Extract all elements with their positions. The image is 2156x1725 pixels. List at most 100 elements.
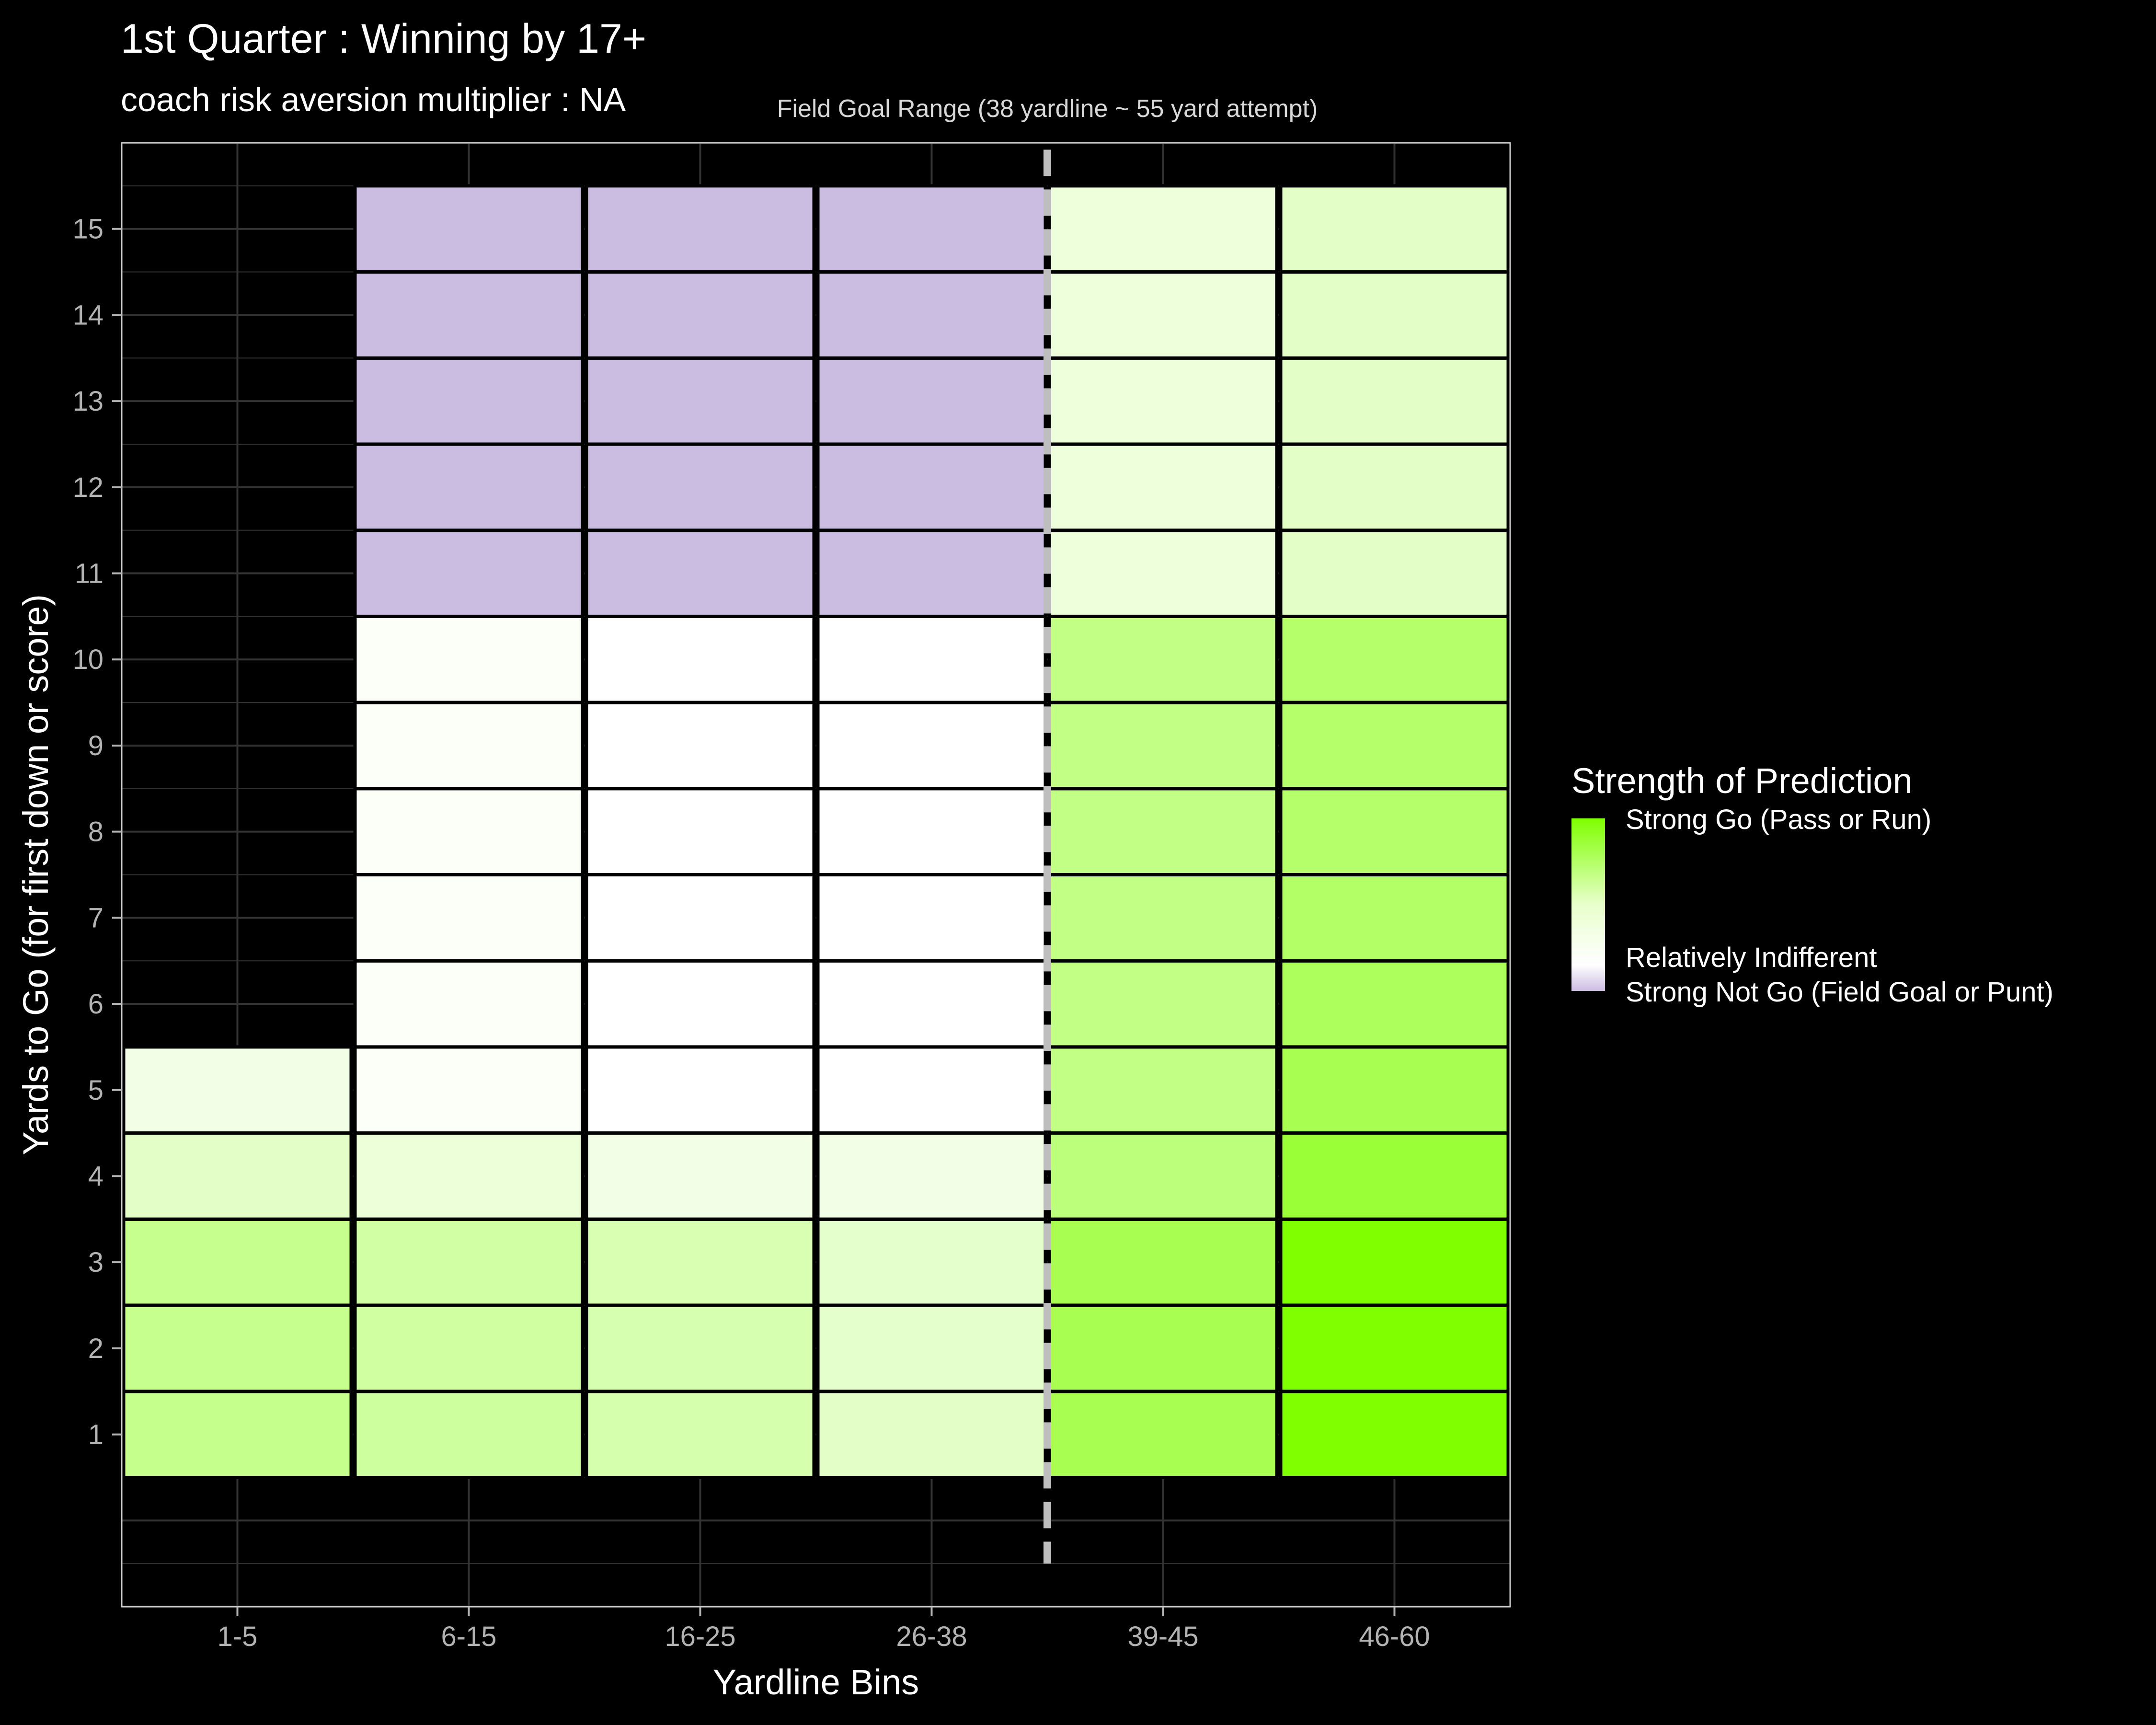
y-tick-label: 4 (88, 1161, 103, 1192)
legend: Strength of Prediction Strong Go (Pass o… (1571, 761, 2053, 1008)
heatmap-cell (816, 356, 1047, 446)
heatmap-cell (585, 1217, 816, 1307)
y-tick-label: 7 (88, 902, 103, 933)
heatmap-cell (353, 959, 585, 1049)
x-axis-title: Yardline Bins (713, 1662, 919, 1702)
heatmap-cell (816, 1131, 1047, 1221)
heatmap-cell (353, 442, 585, 532)
heatmap-cell (1279, 614, 1510, 704)
heatmap-cell (1279, 1131, 1510, 1221)
heatmap-cell (1047, 1045, 1279, 1135)
heatmap-cell (1047, 270, 1279, 360)
heatmap-cell (816, 1217, 1047, 1307)
heatmap-cell (1047, 356, 1279, 446)
heatmap-cell (353, 1045, 585, 1135)
heatmap-cell (1279, 184, 1510, 274)
heatmap-cell (1279, 959, 1510, 1049)
legend-label-indifferent: Relatively Indifferent (1626, 942, 1877, 973)
heatmap-cell (353, 701, 585, 791)
heatmap-cell (816, 184, 1047, 274)
heatmap-cell (816, 529, 1047, 618)
heatmap-cell (353, 614, 585, 704)
heatmap-cell (816, 1303, 1047, 1393)
y-tick-label: 12 (72, 472, 103, 503)
chart-title: 1st Quarter : Winning by 17+ (121, 16, 646, 62)
heatmap-cell (353, 270, 585, 360)
heatmap-cell (585, 873, 816, 963)
field-goal-range-label: Field Goal Range (38 yardline ~ 55 yard … (777, 95, 1318, 123)
legend-colorbar (1571, 818, 1605, 991)
heatmap-cell (816, 442, 1047, 532)
x-tick-label: 16-25 (665, 1621, 735, 1652)
heatmap-cell (816, 873, 1047, 963)
heatmap-cell (353, 1131, 585, 1221)
heatmap-cell (585, 1131, 816, 1221)
heatmap-cell (585, 270, 816, 360)
panel-border (121, 142, 1511, 1608)
heatmap-cell (816, 270, 1047, 360)
field-goal-annotation: Field Goal Range (38 yardline ~ 55 yard … (777, 95, 1318, 1564)
y-tick-label: 5 (88, 1075, 103, 1106)
x-tick-label: 6-15 (441, 1621, 496, 1652)
heatmap-cell (1279, 529, 1510, 618)
legend-title: Strength of Prediction (1571, 761, 1913, 801)
y-tick-label: 9 (88, 730, 103, 761)
heatmap-cell (1279, 701, 1510, 791)
heatmap-cell (1047, 529, 1279, 618)
x-tick-label: 26-38 (896, 1621, 967, 1652)
y-tick-label: 13 (72, 386, 103, 417)
heatmap-cell (353, 1217, 585, 1307)
y-tick-label: 6 (88, 989, 103, 1020)
heatmap-cell (1047, 701, 1279, 791)
heatmap-cell (1047, 787, 1279, 876)
legend-label-strong-go: Strong Go (Pass or Run) (1626, 804, 1931, 835)
heatmap-cell (353, 873, 585, 963)
heatmap-cell (816, 1045, 1047, 1135)
heatmap-cell (1047, 1303, 1279, 1393)
heatmap-cell (353, 184, 585, 274)
heatmap-cell (353, 529, 585, 618)
heatmap-cell (353, 356, 585, 446)
y-tick-label: 14 (72, 299, 103, 331)
heatmap-cell (1279, 1390, 1510, 1479)
x-tick-label: 1-5 (218, 1621, 258, 1652)
heatmap-cell (816, 701, 1047, 791)
heatmap-cell (122, 1390, 353, 1479)
heatmap-cell (122, 1131, 353, 1221)
heatmap-cell (1279, 1045, 1510, 1135)
heatmap-cell (1047, 873, 1279, 963)
y-axis-title: Yards to Go (for first down or score) (16, 594, 56, 1155)
heatmap-cell (585, 442, 816, 532)
heatmap-cell (1047, 959, 1279, 1049)
heatmap-cell (1279, 442, 1510, 532)
heatmap-cell (1047, 1390, 1279, 1479)
heatmap-cell (122, 1303, 353, 1393)
heatmap-cell (585, 1045, 816, 1135)
heatmap-cell (1279, 873, 1510, 963)
heatmap-cell (1279, 270, 1510, 360)
x-tick-label: 39-45 (1127, 1621, 1198, 1652)
y-tick-label: 2 (88, 1333, 103, 1364)
legend-label-strong-not-go: Strong Not Go (Field Goal or Punt) (1626, 977, 2053, 1008)
heatmap-cell (585, 959, 816, 1049)
y-tick-label: 10 (72, 644, 103, 675)
heatmap-cell (122, 1045, 353, 1135)
heatmap-cell (585, 356, 816, 446)
heatmap-cell (353, 1303, 585, 1393)
heatmap-cell (585, 1390, 816, 1479)
heatmap-cell (816, 1390, 1047, 1479)
heatmap-cell (816, 959, 1047, 1049)
heatmap-cell (585, 614, 816, 704)
heatmap-cell (1279, 356, 1510, 446)
x-tick-label: 46-60 (1359, 1621, 1430, 1652)
y-tick-label: 3 (88, 1247, 103, 1278)
x-axis-ticks: 1-5 6-15 16-25 26-38 39-45 46-60 (218, 1607, 1430, 1652)
y-tick-label: 1 (88, 1419, 103, 1450)
heatmap-cell (1047, 614, 1279, 704)
heatmap-cell (585, 701, 816, 791)
y-tick-label: 11 (75, 558, 103, 589)
heatmap-cell (585, 1303, 816, 1393)
heatmap-cell (122, 1217, 353, 1307)
heatmap-cells (122, 184, 1510, 1479)
y-tick-label: 15 (72, 214, 103, 245)
